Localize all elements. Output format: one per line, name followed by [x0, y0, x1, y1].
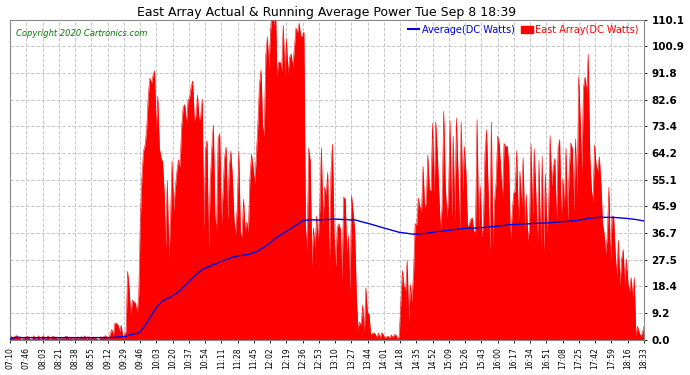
Legend: Average(DC Watts), East Array(DC Watts): Average(DC Watts), East Array(DC Watts): [408, 25, 639, 34]
Title: East Array Actual & Running Average Power Tue Sep 8 18:39: East Array Actual & Running Average Powe…: [137, 6, 517, 18]
Text: Copyright 2020 Cartronics.com: Copyright 2020 Cartronics.com: [17, 29, 148, 38]
